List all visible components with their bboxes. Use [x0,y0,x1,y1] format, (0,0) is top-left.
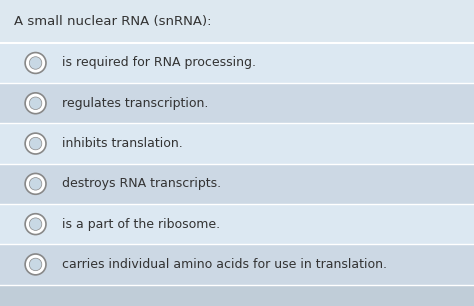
Text: regulates transcription.: regulates transcription. [62,97,208,110]
Ellipse shape [29,97,42,110]
FancyBboxPatch shape [0,204,474,244]
Text: is required for RNA processing.: is required for RNA processing. [62,57,255,69]
Text: carries individual amino acids for use in translation.: carries individual amino acids for use i… [62,258,387,271]
Text: destroys RNA transcripts.: destroys RNA transcripts. [62,177,221,190]
FancyBboxPatch shape [0,285,474,306]
Ellipse shape [29,57,42,69]
Text: A small nuclear RNA (snRNA):: A small nuclear RNA (snRNA): [14,15,212,28]
FancyBboxPatch shape [0,43,474,83]
Ellipse shape [25,53,46,73]
Ellipse shape [25,174,46,194]
Text: inhibits translation.: inhibits translation. [62,137,182,150]
Ellipse shape [29,258,42,271]
FancyBboxPatch shape [0,0,474,43]
Ellipse shape [25,254,46,275]
FancyBboxPatch shape [0,123,474,164]
Ellipse shape [25,133,46,154]
Ellipse shape [25,93,46,114]
Ellipse shape [25,214,46,235]
Ellipse shape [29,137,42,150]
FancyBboxPatch shape [0,164,474,204]
Text: is a part of the ribosome.: is a part of the ribosome. [62,218,220,231]
Ellipse shape [29,218,42,230]
Ellipse shape [29,177,42,190]
FancyBboxPatch shape [0,83,474,123]
FancyBboxPatch shape [0,244,474,285]
